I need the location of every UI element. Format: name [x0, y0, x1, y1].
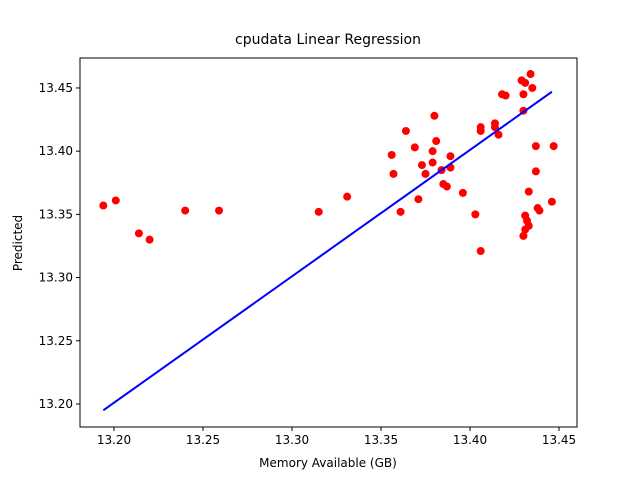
x-axis-label: Memory Available (GB)	[259, 456, 397, 470]
x-tick-label: 13.25	[186, 433, 220, 447]
point	[519, 231, 528, 240]
point	[526, 70, 535, 79]
point	[547, 197, 556, 206]
y-tick-label: 13.35	[39, 207, 73, 221]
point	[134, 229, 143, 238]
point	[524, 221, 533, 230]
point	[428, 147, 437, 156]
plot-frame	[79, 57, 578, 428]
point	[490, 123, 499, 132]
point	[414, 195, 423, 204]
point	[396, 207, 405, 216]
point	[145, 235, 154, 244]
point	[458, 188, 467, 197]
point	[215, 206, 224, 215]
y-tick-label: 13.45	[39, 81, 73, 95]
point	[387, 150, 396, 159]
point	[524, 187, 533, 196]
point	[501, 91, 510, 100]
point	[181, 206, 190, 215]
y-tick-label: 13.20	[39, 397, 73, 411]
point	[401, 126, 410, 135]
point	[528, 83, 537, 92]
x-tick-label: 13.30	[275, 433, 309, 447]
point	[389, 169, 398, 178]
point	[442, 182, 451, 191]
point	[494, 130, 503, 139]
point	[535, 206, 544, 215]
x-tick-label: 13.45	[542, 433, 576, 447]
point	[446, 152, 455, 161]
point	[531, 142, 540, 151]
point	[476, 126, 485, 135]
point	[432, 137, 441, 146]
point	[531, 167, 540, 176]
point	[430, 111, 439, 120]
point	[314, 207, 323, 216]
point	[428, 158, 437, 167]
x-tick-label: 13.35	[364, 433, 398, 447]
y-tick-label: 13.30	[39, 271, 73, 285]
point	[521, 78, 530, 87]
point	[417, 161, 426, 170]
x-tick-label: 13.40	[453, 433, 487, 447]
point	[343, 192, 352, 201]
point	[476, 247, 485, 256]
point	[111, 196, 120, 205]
y-axis-label: Predicted	[11, 215, 25, 271]
point	[421, 169, 430, 178]
x-tick-label: 13.20	[97, 433, 131, 447]
point	[519, 90, 528, 99]
point	[99, 201, 108, 210]
y-tick-label: 13.25	[39, 334, 73, 348]
y-tick-label: 13.40	[39, 144, 73, 158]
point	[471, 210, 480, 219]
regression-line	[102, 90, 553, 412]
point	[410, 143, 419, 152]
chart-title: cpudata Linear Regression	[235, 32, 421, 48]
point	[549, 142, 558, 151]
